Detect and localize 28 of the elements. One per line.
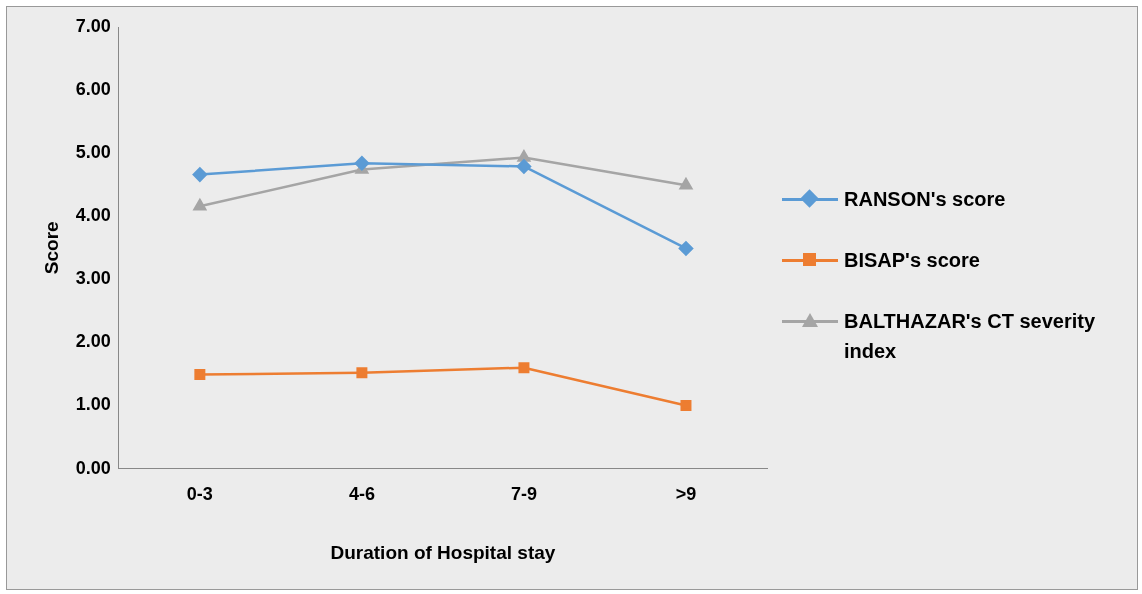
point [193,198,207,211]
point [679,178,693,190]
point [678,241,694,256]
x-tick-label: >9 [675,484,697,505]
point [517,150,531,162]
legend-label: BISAP's score [844,248,980,273]
point [680,400,692,412]
y-tick-label: 2.00 [75,331,111,352]
y-tick-label: 0.00 [75,457,111,478]
y-tick-label: 4.00 [75,205,111,226]
y-tick-label: 6.00 [75,79,111,100]
point [516,159,532,174]
y-tick-label: 5.00 [75,142,111,163]
legend-label: BALTHAZAR's CT severity index [844,309,1097,364]
point [192,167,208,182]
point [194,369,206,381]
y-axis-title: Score [40,221,62,275]
y-tick-label: 1.00 [75,394,111,415]
x-tick-label: 0-3 [186,484,213,505]
point [354,156,370,171]
legend-label: RANSON's score [844,187,1006,212]
x-tick-label: 7-9 [510,484,537,505]
point [518,362,530,374]
x-tick-label: 4-6 [348,484,375,505]
y-tick-label: 3.00 [75,268,111,289]
x-axis-title: Duration of Hospital stay [330,541,556,563]
point [356,367,368,379]
y-tick-label: 7.00 [75,15,111,36]
